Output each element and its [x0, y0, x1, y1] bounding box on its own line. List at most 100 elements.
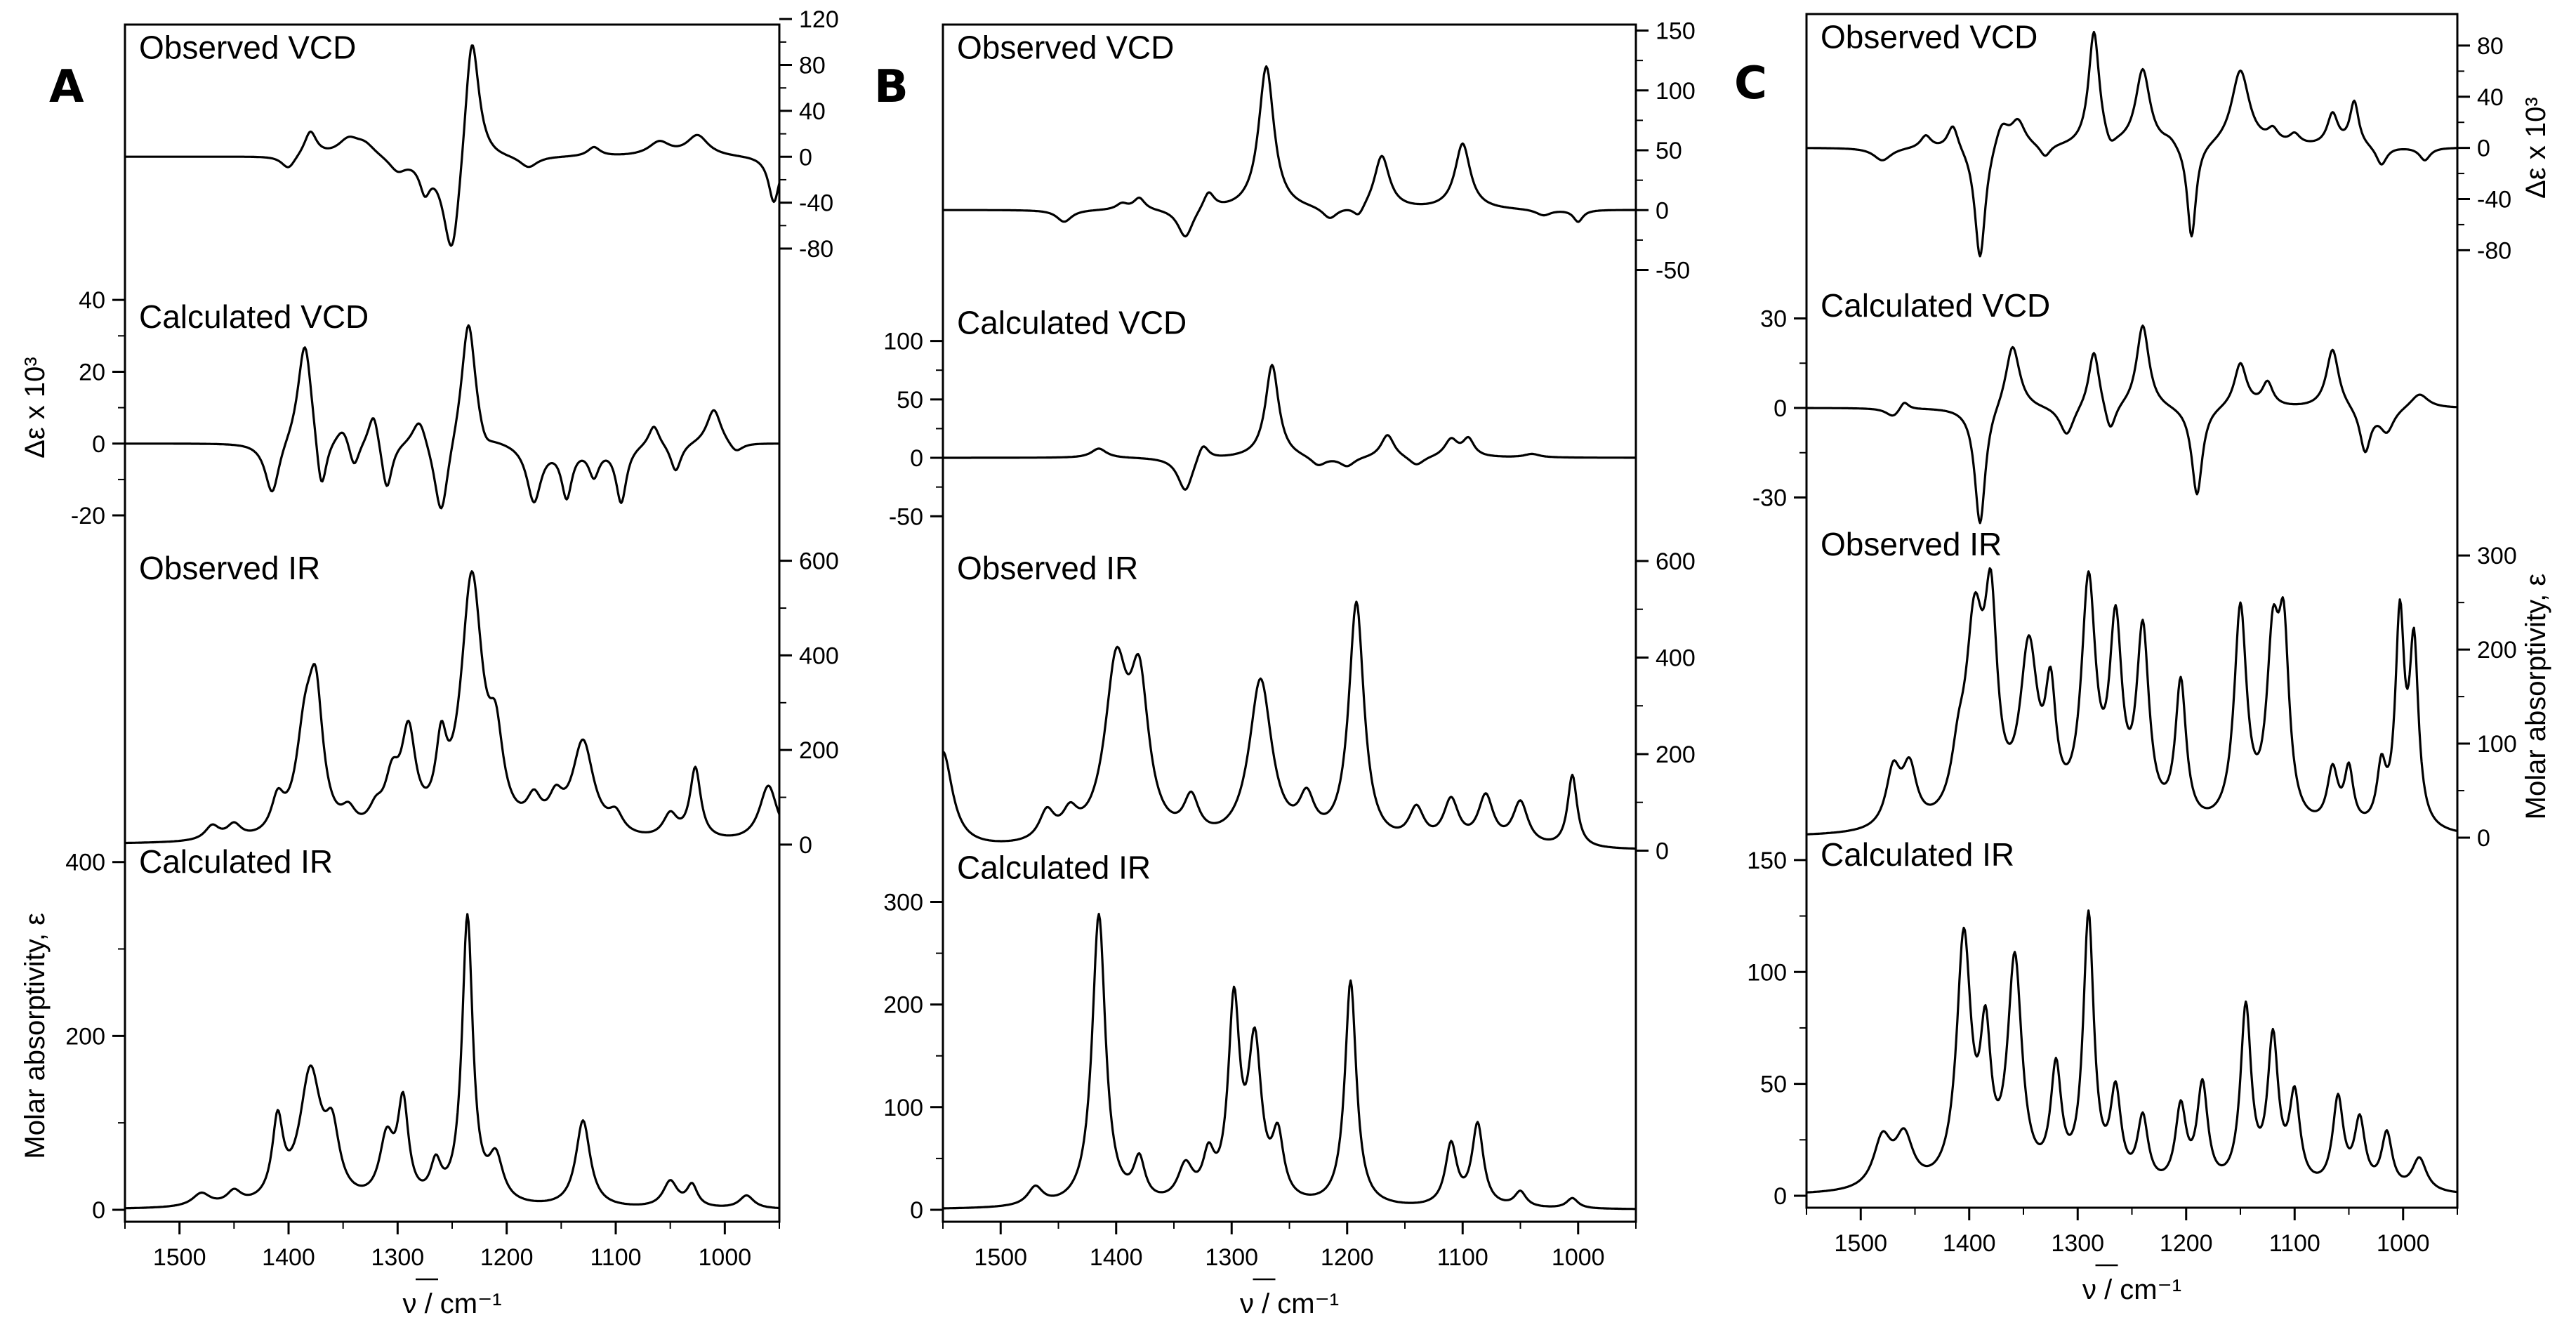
plot-frame — [1805, 13, 2459, 1209]
x-tick-label: 1400 — [1090, 1244, 1143, 1271]
y-tick-label: 50 — [1656, 138, 1682, 164]
y-tick-label: 80 — [799, 53, 826, 79]
x-tick-label: 1100 — [590, 1244, 641, 1271]
trace-label: Calculated IR — [139, 843, 333, 880]
trace-label: Calculated VCD — [139, 298, 369, 335]
y-tick-label: 200 — [883, 992, 923, 1019]
y-tick-label: 40 — [799, 98, 826, 125]
y-tick-label: 100 — [883, 1095, 923, 1121]
y-tick-label: 200 — [1656, 741, 1696, 768]
y-tick-label: -40 — [2477, 187, 2511, 213]
y-axis-label: Δε x 10³ — [2521, 97, 2551, 199]
x-axis-label: ν / cm⁻¹ — [402, 1288, 501, 1319]
x-tick-label: 1500 — [974, 1244, 1027, 1271]
trace-label: Observed IR — [139, 550, 320, 586]
y-tick-label: 200 — [65, 1023, 105, 1050]
y-tick-label: 50 — [1760, 1071, 1787, 1098]
y-tick-label: 150 — [1747, 847, 1787, 874]
x-tick-label: 1200 — [2160, 1230, 2213, 1257]
y-tick-label: 100 — [1747, 959, 1787, 986]
y-tick-label: 100 — [2477, 731, 2517, 758]
trace-calculated-vcd — [125, 324, 779, 510]
y-tick-label: 600 — [1656, 548, 1696, 575]
y-tick-label: 0 — [1656, 197, 1669, 224]
y-tick-label: 200 — [799, 737, 839, 764]
y-tick-label: 0 — [92, 1197, 105, 1224]
y-tick-label: 0 — [1656, 838, 1669, 864]
y-tick-label: 100 — [1656, 78, 1696, 105]
trace-calculated-ir — [1806, 909, 2458, 1194]
trace-calculated-ir — [125, 913, 780, 1210]
x-tick-label: 1400 — [262, 1244, 315, 1271]
y-tick-label: 300 — [2477, 543, 2517, 569]
x-tick-label: 1400 — [1943, 1230, 1996, 1257]
y-tick-label: -20 — [71, 503, 105, 529]
trace-observed-vcd — [125, 44, 781, 247]
trace-calculated-ir — [943, 913, 1636, 1211]
y-tick-label: 150 — [1656, 18, 1696, 45]
trace-label: Observed IR — [1821, 526, 2002, 562]
trace-label: Calculated IR — [957, 849, 1151, 885]
x-tick-label: 1000 — [2377, 1230, 2430, 1257]
x-tick-label: 1500 — [1834, 1230, 1887, 1257]
y-tick-label: 200 — [2477, 637, 2517, 664]
y-tick-label: 30 — [1760, 306, 1787, 333]
y-tick-label: 20 — [79, 359, 105, 385]
y-tick-label: 50 — [897, 387, 923, 414]
x-tick-label: 1000 — [1552, 1244, 1605, 1271]
plot-frame — [942, 23, 1637, 1223]
trace-observed-vcd — [1806, 30, 2458, 258]
y-tick-label: 400 — [1656, 645, 1696, 671]
x-tick-label: 1300 — [371, 1244, 425, 1271]
panel-letter: A — [49, 61, 84, 113]
y-tick-label: 600 — [799, 548, 839, 575]
y-tick-label: 300 — [883, 890, 923, 916]
y-tick-label: 0 — [799, 144, 812, 171]
y-tick-label: 80 — [2477, 33, 2504, 60]
y-tick-label: 0 — [2477, 825, 2490, 852]
trace-observed-ir — [1806, 567, 2458, 836]
trace-label: Observed IR — [957, 550, 1138, 586]
trace-label: Observed VCD — [139, 29, 356, 66]
x-tick-label: 1000 — [699, 1244, 752, 1271]
y-tick-label: -80 — [799, 236, 833, 263]
trace-label: Observed VCD — [1821, 19, 2037, 55]
x-tick-label: 1100 — [1437, 1244, 1488, 1271]
x-tick-label: 1200 — [480, 1244, 534, 1271]
y-tick-label: -50 — [1656, 258, 1690, 284]
y-tick-label: 0 — [1774, 395, 1787, 422]
y-tick-label: 40 — [79, 287, 105, 314]
trace-calculated-vcd — [943, 364, 1636, 491]
y-tick-label: 400 — [65, 850, 105, 876]
x-axis-label: ν / cm⁻¹ — [2082, 1274, 2181, 1305]
trace-observed-ir — [942, 600, 1636, 850]
trace-observed-ir — [125, 570, 781, 845]
y-tick-label: 40 — [2477, 84, 2504, 111]
y-tick-label: 400 — [799, 642, 839, 669]
trace-observed-vcd — [943, 65, 1636, 238]
y-tick-label: 100 — [883, 329, 923, 355]
panel-letter: C — [1734, 58, 1767, 110]
y-tick-label: -80 — [2477, 237, 2511, 264]
y-tick-label: 0 — [1774, 1183, 1787, 1210]
y-axis-label: Δε x 10³ — [20, 357, 51, 459]
plot-frame — [124, 23, 781, 1223]
trace-label: Calculated VCD — [1821, 287, 2050, 324]
trace-label: Calculated VCD — [957, 305, 1187, 341]
panel-letter: B — [874, 61, 909, 113]
x-axis-label: ν / cm⁻¹ — [1240, 1288, 1339, 1319]
trace-label: Calculated IR — [1821, 836, 2014, 873]
y-tick-label: 0 — [910, 445, 923, 472]
y-tick-label: -50 — [889, 503, 923, 530]
x-tick-label: 1300 — [1205, 1244, 1258, 1271]
y-tick-label: 0 — [910, 1197, 923, 1224]
y-tick-label: 120 — [799, 6, 839, 33]
y-tick-label: 0 — [2477, 136, 2490, 162]
x-tick-label: 1500 — [153, 1244, 206, 1271]
y-tick-label: -40 — [799, 190, 833, 217]
y-tick-label: 0 — [92, 431, 105, 458]
trace-calculated-vcd — [1806, 324, 2458, 525]
